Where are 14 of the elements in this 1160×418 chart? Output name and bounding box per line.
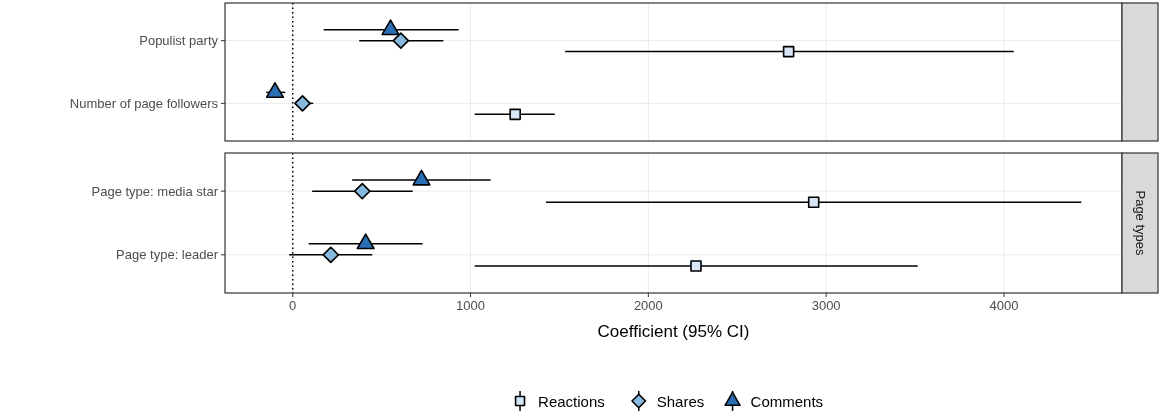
x-tick-label: 1000 <box>456 298 485 313</box>
y-tick-label: Number of page followers <box>69 95 219 111</box>
y-tick-label: Page type: media star <box>91 183 219 199</box>
legend-label: Shares <box>656 392 705 410</box>
text: Page types <box>1132 190 1148 257</box>
x-tick-label: 0 <box>289 298 297 313</box>
y-tick-label: Populist party <box>139 33 219 49</box>
x-tick-label: 3000 <box>811 298 841 313</box>
legend-label: Reactions <box>538 392 605 410</box>
y-tick-label: Page type: leader <box>116 247 219 263</box>
x-axis-title: Coefficient (95% CI) <box>597 322 750 341</box>
x-tick-label: 4000 <box>989 298 1019 313</box>
legend-label: Comments <box>750 392 824 410</box>
x-tick-label: 2000 <box>633 298 663 313</box>
